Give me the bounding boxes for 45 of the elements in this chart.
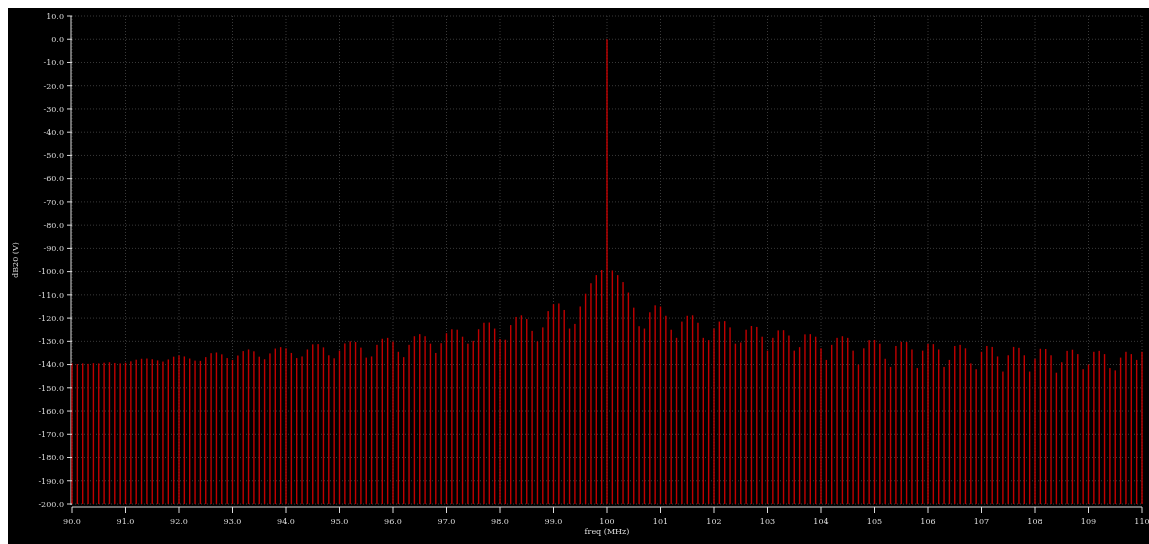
y-tick-label: -150.0: [38, 383, 64, 393]
y-tick-label: -200.0: [38, 499, 64, 509]
x-tick-label: 110: [1134, 517, 1149, 526]
y-tick-label: -110.0: [38, 290, 64, 300]
x-tick-label: 95.0: [330, 517, 349, 526]
x-tick-label: 108: [1027, 517, 1043, 526]
x-tick-label: 94.0: [277, 517, 295, 526]
x-axis-title: freq (MHz): [584, 527, 630, 536]
y-tick-label: -180.0: [38, 453, 64, 463]
x-tick-label: 106: [920, 517, 936, 526]
y-tick-label: -70.0: [43, 197, 64, 207]
y-tick-label: -160.0: [38, 406, 64, 416]
y-tick-label: -170.0: [38, 430, 64, 440]
x-tick-label: 99.0: [544, 517, 563, 526]
x-tick-label: 97.0: [437, 517, 456, 526]
x-tick-label: 101: [652, 517, 669, 526]
x-tick-label: 104: [813, 517, 829, 526]
x-tick-label: 93.0: [223, 517, 242, 526]
x-tick-label: 109: [1080, 517, 1097, 526]
y-tick-label: -100.0: [38, 267, 64, 277]
y-tick-label: 0.0: [51, 35, 64, 45]
y-tick-label: -60.0: [43, 174, 64, 184]
y-tick-label: -20.0: [43, 81, 64, 91]
y-tick-label: -50.0: [43, 151, 64, 161]
x-tick-label: 100: [599, 517, 615, 526]
y-tick-label: 10.0: [46, 11, 64, 21]
y-tick-label: -80.0: [43, 220, 64, 230]
y-tick-label: -120.0: [38, 313, 64, 323]
x-tick-label: 105: [866, 517, 883, 526]
x-tick-label: 103: [759, 517, 776, 526]
x-tick-label: 107: [973, 517, 990, 526]
x-tick-label: 92.0: [170, 517, 188, 526]
y-tick-label: -140.0: [38, 360, 64, 370]
x-tick-label: 98.0: [491, 517, 509, 526]
y-tick-label: -90.0: [43, 244, 64, 254]
y-tick-label: -30.0: [43, 104, 64, 114]
x-tick-label: 96.0: [384, 517, 402, 526]
y-tick-label: -130.0: [38, 337, 64, 347]
y-tick-label: -10.0: [43, 58, 64, 68]
y-axis-title: dB20 (V): [11, 242, 20, 278]
x-tick-label: 91.0: [116, 517, 135, 526]
y-tick-label: -190.0: [38, 476, 64, 486]
x-tick-label: 90.0: [63, 517, 81, 526]
y-tick-label: -40.0: [43, 127, 64, 137]
x-tick-label: 102: [706, 517, 722, 526]
